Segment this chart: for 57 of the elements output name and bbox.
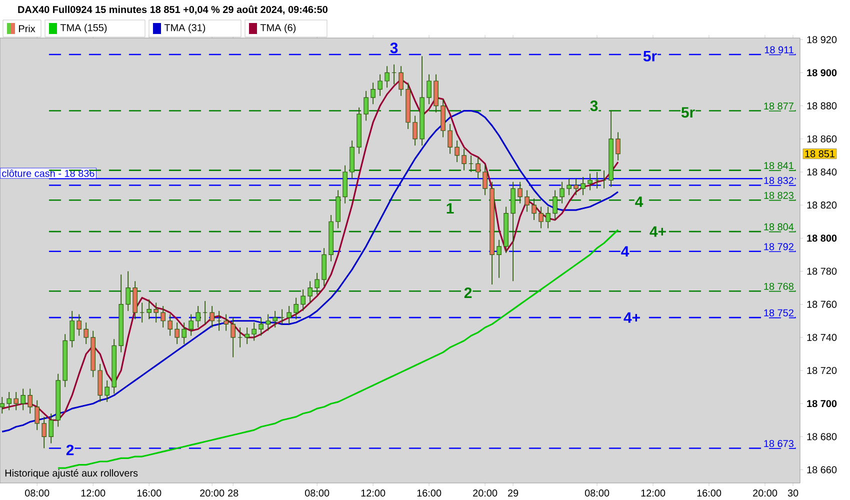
x-tick-label: 28: [228, 490, 238, 497]
ref-line-label: 18 877: [764, 102, 794, 110]
x-tick-label: 16:00: [417, 490, 442, 497]
ref-line-label: 18 792: [764, 243, 794, 250]
x-tick-label: 20:00: [753, 490, 778, 497]
y-tick-label: 18 820: [807, 202, 837, 209]
x-tick-label: 20:00: [473, 490, 498, 497]
y-tick-label: 18 740: [807, 334, 837, 341]
y-tick-label: 18 920: [807, 36, 837, 44]
annotation: 4+: [624, 312, 640, 323]
x-tick-label: 16:00: [697, 490, 722, 497]
x-tick-label: 20:00: [200, 490, 224, 497]
annotation: 1: [446, 203, 454, 214]
x-tick-label: 12:00: [81, 490, 106, 497]
y-tick-label: 18 900: [807, 69, 837, 76]
y-tick-label: 18 760: [807, 300, 837, 308]
ref-line-label: 18 832: [764, 176, 794, 184]
ref-line-label: 18 768: [764, 282, 794, 290]
x-tick-label: 16:00: [137, 490, 162, 497]
annotation: 5r: [681, 107, 695, 118]
annotation: 4+: [650, 226, 666, 237]
y-tick-label: 18 840: [807, 168, 837, 176]
annotation: 4: [635, 196, 644, 207]
y-tick-label: 18 780: [807, 268, 837, 275]
legend-label: Prix: [19, 24, 36, 32]
annotation: Historique ajusté aux rollovers: [5, 469, 138, 479]
x-tick-label: 12:00: [641, 490, 666, 497]
y-tick-label: 18 880: [807, 102, 837, 110]
ref-line-label: 18 841: [764, 162, 794, 170]
annotation: 2: [464, 288, 472, 298]
y-tick-label: 18 720: [807, 366, 837, 374]
x-tick-label: 12:00: [361, 490, 386, 497]
x-tick-label: 08:00: [304, 490, 330, 497]
legend-label: TMA (6): [260, 24, 296, 34]
ref-line-label: 18 911: [764, 46, 794, 54]
chart-title: DAX40 Full0924 15 minutes 18 851 +0,04 % 29 août 2024, 09:46:50: [18, 6, 328, 14]
ref-line-label: 18 673: [764, 440, 794, 448]
legend-label: TMA (155): [60, 24, 107, 34]
annotation: 3: [390, 42, 398, 54]
y-tick-label: 18 700: [807, 400, 837, 408]
annotation: 18 851: [805, 150, 834, 158]
ref-line-label: 18 804: [764, 223, 794, 230]
legend-label: TMA (31): [164, 24, 206, 34]
annotation: 2: [66, 444, 74, 456]
x-tick-label: 08:00: [584, 490, 610, 497]
y-tick-label: 18 860: [807, 135, 837, 142]
y-tick-label: 18 660: [807, 466, 837, 474]
annotation: 3: [590, 100, 598, 112]
x-tick-label: 30: [788, 490, 798, 497]
annotation: 5r: [643, 50, 657, 62]
ref-line-label: 18 823: [764, 192, 794, 199]
y-tick-label: 18 800: [807, 234, 837, 242]
x-tick-label: 08:00: [25, 490, 50, 497]
x-tick-label: 29: [508, 490, 518, 497]
ref-line-label: 18 752: [764, 309, 794, 316]
annotation: 4: [621, 246, 630, 257]
y-tick-label: 18 680: [807, 433, 837, 440]
